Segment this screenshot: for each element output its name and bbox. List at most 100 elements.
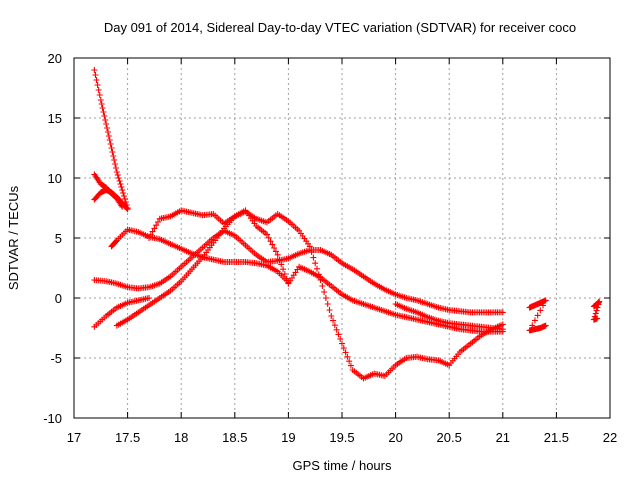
data-point: [324, 301, 331, 307]
series-arc8: [146, 207, 506, 382]
data-point: [315, 271, 322, 278]
series-arc4: [108, 226, 292, 286]
data-point: [107, 141, 114, 147]
data-point: [283, 275, 290, 282]
data-point: [593, 307, 600, 314]
data-point: [281, 271, 288, 277]
x-tick-label: 18: [174, 430, 188, 445]
data-point: [104, 129, 111, 135]
x-tick-label: 18.5: [222, 430, 247, 445]
data-point: [151, 225, 158, 232]
x-tick-label: 20.5: [437, 430, 462, 445]
data-point: [499, 326, 506, 333]
data-point: [540, 302, 546, 309]
data-point: [112, 165, 119, 171]
data-point: [146, 295, 153, 301]
x-tick-label: 19.5: [329, 430, 354, 445]
data-point: [263, 231, 270, 238]
data-point: [113, 169, 120, 175]
data-point: [328, 313, 335, 319]
x-tick-label: 17: [67, 430, 81, 445]
series-arc9: [392, 301, 506, 333]
data-point: [119, 203, 126, 210]
data-point: [592, 310, 599, 317]
x-tick-label: 20: [388, 430, 402, 445]
data-point: [321, 289, 328, 295]
data-point: [146, 235, 153, 241]
data-point: [102, 117, 109, 123]
data-point: [317, 277, 324, 283]
series-arc3: [91, 171, 126, 210]
data-point: [109, 149, 116, 155]
y-tick-label: -10: [43, 411, 62, 426]
data-point: [101, 113, 108, 119]
data-point: [333, 326, 340, 333]
data-point: [278, 261, 285, 268]
data-point: [120, 190, 127, 196]
x-tick-label: 21: [496, 430, 510, 445]
data-point: [272, 248, 279, 255]
data-point: [92, 72, 99, 78]
data-point: [153, 222, 160, 229]
data-point: [96, 92, 103, 98]
x-tick-label: 22: [603, 430, 617, 445]
data-point: [274, 251, 281, 258]
data-point: [112, 238, 119, 245]
axis-ticks: 17 17.5 18 18.5 19 19.5 20 20.5 21 21.5 22 -10 -5 0 5 1…: [43, 51, 617, 445]
data-point: [326, 307, 333, 313]
data-point: [335, 331, 342, 338]
data-point: [267, 238, 274, 245]
data-point: [103, 121, 110, 127]
data-point: [115, 175, 122, 181]
data-point: [337, 336, 344, 342]
data-point: [117, 181, 124, 187]
data-point: [276, 256, 283, 263]
plot-frame: [73, 57, 611, 419]
data-point: [313, 265, 320, 272]
data-point: [119, 187, 126, 193]
data-point: [269, 241, 276, 248]
data-point: [97, 97, 104, 103]
data-point: [310, 254, 317, 261]
data-point: [280, 266, 287, 273]
data-point: [312, 260, 319, 267]
data-point: [147, 231, 154, 238]
data-point: [118, 202, 125, 209]
data-point: [149, 228, 156, 235]
data-point: [344, 353, 351, 360]
data-point: [499, 309, 506, 316]
y-tick-label: 0: [55, 291, 62, 306]
data-point: [105, 133, 112, 139]
series-arc10: [526, 297, 549, 334]
data-point: [534, 312, 541, 319]
data-point: [596, 298, 603, 305]
data-point: [124, 206, 131, 213]
data-point: [98, 101, 105, 107]
grid-lines: [74, 58, 610, 418]
data-point: [542, 297, 549, 304]
data-point: [118, 184, 125, 190]
y-tick-label: 15: [48, 111, 62, 126]
data-point: [116, 178, 123, 184]
data-point: [93, 77, 100, 83]
data-point: [108, 145, 115, 151]
data-point: [154, 219, 161, 225]
data-point: [99, 105, 106, 111]
x-axis-label: GPS time / hours: [293, 458, 392, 473]
data-point: [123, 205, 130, 212]
data-point: [594, 315, 601, 322]
y-tick-label: 10: [48, 171, 62, 186]
chart-title: Day 091 of 2014, Sidereal Day-to-day VTE…: [104, 20, 576, 35]
data-point: [271, 245, 278, 251]
data-point: [114, 172, 121, 178]
data-point: [306, 243, 313, 250]
data-point: [94, 82, 101, 88]
y-tick-label: 5: [55, 231, 62, 246]
data-point: [308, 249, 315, 255]
x-tick-label: 21.5: [544, 430, 569, 445]
y-tick-label: 20: [48, 51, 62, 66]
data-point: [91, 67, 98, 73]
series-arc11: [590, 298, 603, 323]
data-point: [331, 322, 338, 329]
